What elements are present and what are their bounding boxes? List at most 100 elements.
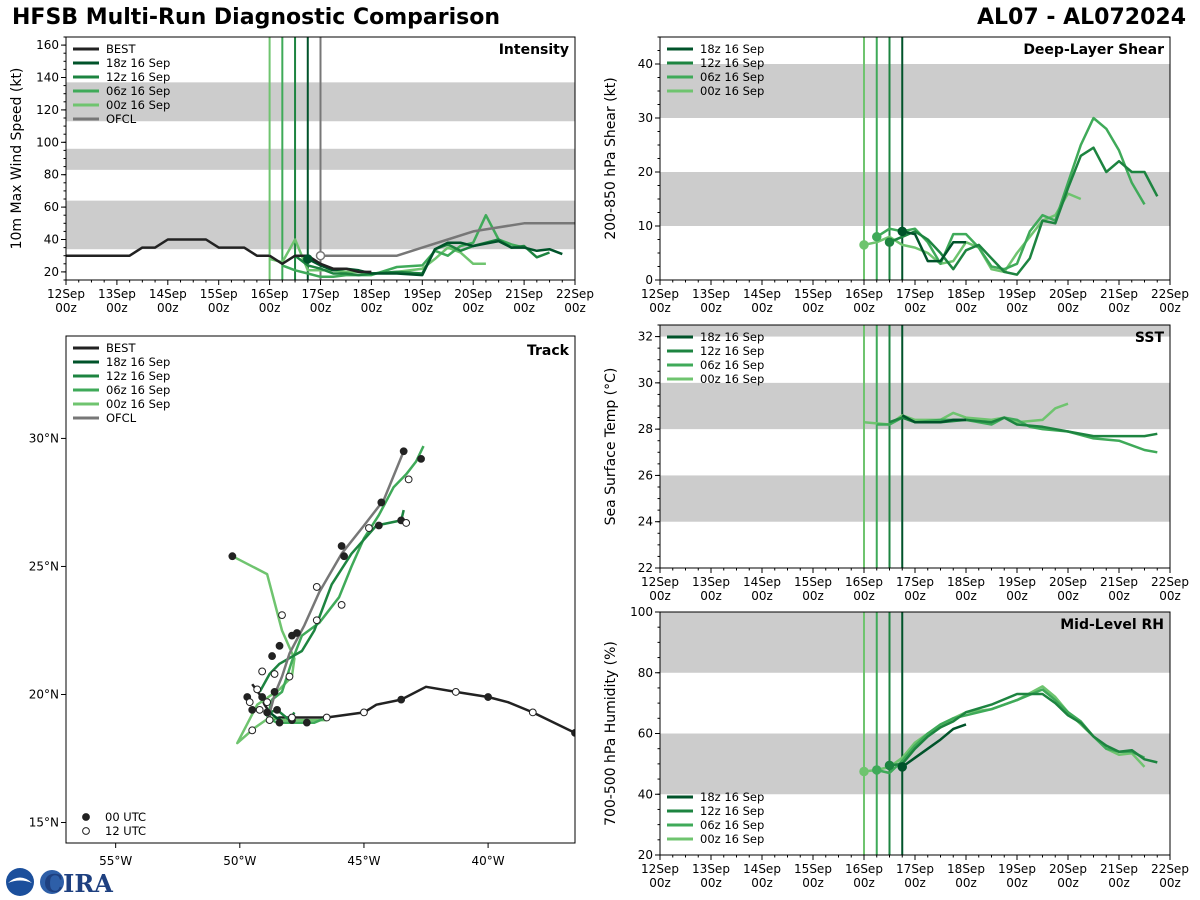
x-tick-label: 00z (1057, 301, 1079, 315)
x-tick-label: 18Sep (947, 575, 985, 589)
y-axis-label: 10m Max Wind Speed (kt) (9, 68, 25, 250)
panel-title: Deep-Layer Shear (1023, 42, 1164, 58)
series-line-00z-16-sep (863, 192, 1082, 274)
x-tick-label: 00z (955, 876, 977, 890)
globe-icon (40, 870, 64, 894)
y-tick-label: 20 (638, 165, 653, 179)
track-point-12utc (404, 475, 413, 484)
panel-title: Track (527, 343, 570, 359)
x-tick-label: 18Sep (947, 862, 985, 876)
y-tick-label: 20 (638, 848, 653, 862)
x-tick-label: 16Sep (251, 287, 289, 301)
y-tick-label: 80 (44, 168, 59, 182)
x-tick-label: 22Sep (1151, 862, 1189, 876)
track-point-12utc (322, 713, 331, 722)
y-tick-label: 0 (645, 273, 653, 287)
track-point-00utc (275, 718, 284, 727)
track-point-00utc (484, 693, 492, 701)
x-tick-label: 00z (1108, 301, 1130, 315)
init-marker (303, 254, 313, 264)
x-tick-label: 18Sep (947, 287, 985, 301)
legend-label: 18z 16 Sep (700, 330, 764, 344)
point-legend-marker (82, 813, 90, 821)
legend-label: 12z 16 Sep (700, 344, 764, 358)
x-tick-label: 22Sep (1151, 287, 1189, 301)
y-tick-label: 28 (638, 422, 653, 436)
panel-title: Mid-Level RH (1060, 617, 1164, 633)
x-tick-label: 13Sep (692, 287, 730, 301)
init-marker (897, 226, 907, 237)
track-point-12utc (245, 698, 254, 707)
y-tick-label: 60 (44, 200, 59, 214)
track-point-12utc (248, 726, 257, 735)
x-tick-label: 55°W (99, 854, 132, 868)
x-tick-label: 12Sep (641, 287, 679, 301)
panel-sst: 22242628303212Sep00z13Sep00z14Sep00z15Se… (603, 324, 1189, 603)
series-line-ofcl (320, 222, 575, 257)
y-tick-label: 40 (638, 787, 653, 801)
track-point-00utc (302, 718, 311, 727)
x-tick-label: 13Sep (692, 575, 730, 589)
track-point-00utc (293, 629, 301, 637)
cira-logo-text: CIRA (44, 869, 113, 898)
x-tick-label: 00z (904, 876, 926, 890)
series-line-12z-16-sep (889, 146, 1159, 276)
track-point-12utc (451, 688, 460, 696)
legend-label: 18z 16 Sep (106, 355, 170, 369)
init-marker (884, 760, 895, 771)
x-tick-label: 00z (904, 301, 926, 315)
x-tick-label: 14Sep (743, 287, 781, 301)
x-tick-label: 00z (361, 301, 383, 315)
panel-rh: 2040608010012Sep00z13Sep00z14Sep00z15Sep… (603, 605, 1189, 890)
y-tick-label: 160 (36, 38, 59, 52)
track-point-12utc (402, 519, 411, 527)
series-line-18z-16-sep (901, 723, 967, 768)
x-tick-label: 40°W (472, 854, 505, 868)
x-tick-label: 18Sep (352, 287, 390, 301)
x-tick-label: 00z (1159, 876, 1181, 890)
y-tick-label: 40 (638, 57, 653, 71)
track-point-00utc (337, 542, 346, 550)
x-tick-label: 00z (1006, 301, 1028, 315)
panel-title: Intensity (499, 42, 569, 58)
x-tick-label: 00z (1006, 589, 1028, 603)
legend-label: 18z 16 Sep (700, 42, 764, 56)
legend-label: 12z 16 Sep (700, 804, 764, 818)
legend-label: 06z 16 Sep (700, 70, 764, 84)
y-axis-label: 700-500 hPa Humidity (%) (603, 641, 619, 826)
x-tick-label: 00z (1057, 589, 1079, 603)
x-tick-label: 00z (955, 589, 977, 603)
point-legend-label: 12 UTC (105, 824, 146, 838)
y-tick-label: 30 (638, 111, 653, 125)
x-tick-label: 00z (1006, 876, 1028, 890)
y-tick-label: 100 (36, 135, 59, 149)
y-tick-label: 26 (638, 468, 653, 482)
x-tick-label: 16Sep (845, 575, 883, 589)
panel-track: 55°W 50°W 45°W 40°W 15°N 20°N 25°N 30°N Track BES… (29, 335, 576, 868)
init-marker (315, 250, 326, 261)
x-tick-label: 00z (513, 301, 535, 315)
threshold-band (660, 64, 1170, 118)
y-tick-label: 140 (36, 71, 59, 85)
plot-area (660, 37, 1170, 280)
x-tick-label: 21Sep (1100, 862, 1138, 876)
x-tick-label: 00z (1159, 589, 1181, 603)
x-tick-label: 00z (462, 301, 484, 315)
x-tick-label: 20Sep (1049, 575, 1087, 589)
map-area (228, 445, 575, 745)
track-point-12utc (253, 685, 262, 694)
figure-title: HFSB Multi-Run Diagnostic Comparison (12, 5, 500, 30)
storm-id: AL07 - AL072024 (977, 5, 1186, 30)
x-tick-label: 22Sep (1151, 575, 1189, 589)
x-tick-label: 00z (751, 301, 773, 315)
x-tick-label: 12Sep (641, 575, 679, 589)
x-tick-label: 20Sep (454, 287, 492, 301)
x-tick-label: 14Sep (743, 862, 781, 876)
track-point-00utc (417, 455, 425, 463)
x-tick-label: 00z (649, 301, 671, 315)
series-line-best (66, 238, 270, 257)
x-tick-label: 21Sep (505, 287, 543, 301)
track-line-06z-16-sep-b (265, 445, 425, 718)
axes-frame (65, 335, 576, 844)
